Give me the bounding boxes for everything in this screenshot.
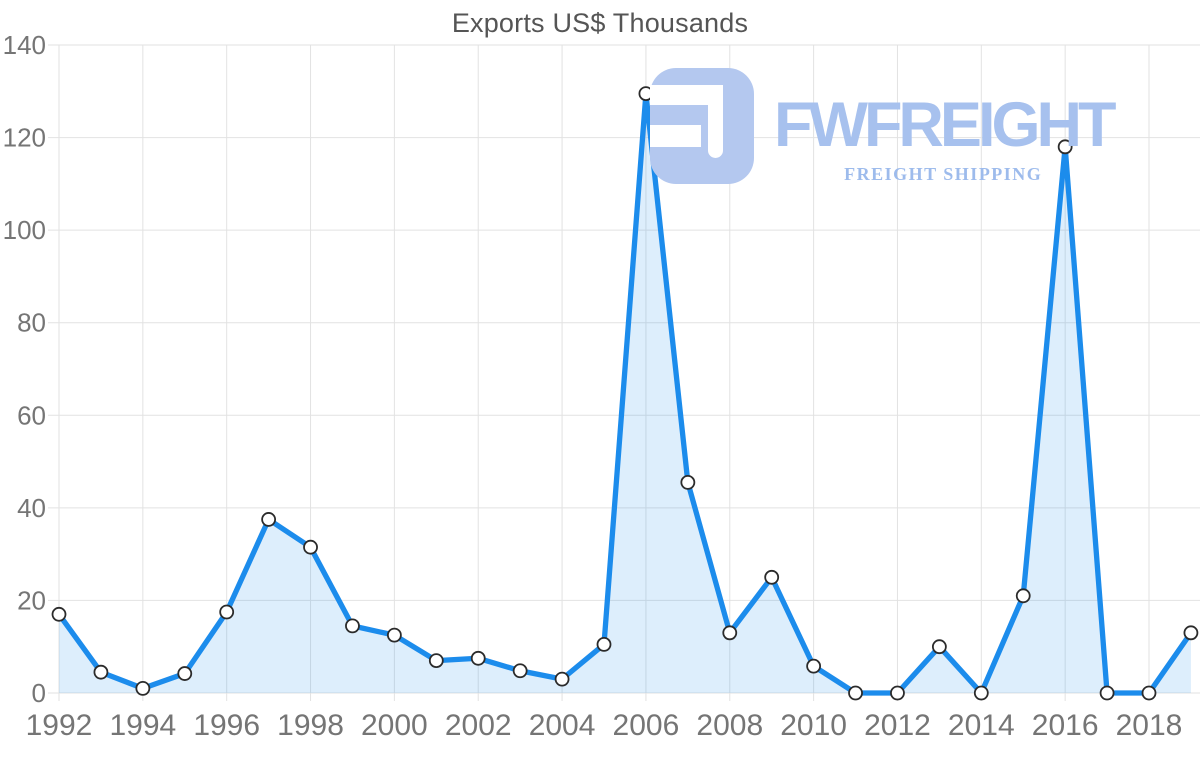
data-point <box>890 685 905 701</box>
data-point <box>303 539 318 555</box>
x-tick-label: 2004 <box>529 709 596 742</box>
data-point <box>51 606 67 622</box>
data-point <box>177 666 193 681</box>
data-point <box>764 569 780 585</box>
series-exports <box>56 90 1194 696</box>
data-point <box>722 625 738 641</box>
data-point <box>261 512 277 527</box>
x-tick-label: 2008 <box>696 709 763 742</box>
x-tick-label: 1994 <box>109 709 176 742</box>
y-tick-label: 60 <box>17 400 46 430</box>
gridlines <box>48 44 1200 701</box>
data-point <box>1057 139 1073 155</box>
chart-title: Exports US$ Thousands <box>451 8 749 38</box>
data-point <box>806 658 822 674</box>
x-tick-label: 2012 <box>864 709 931 742</box>
data-point-markers <box>51 86 1199 701</box>
x-tick-label: 2010 <box>780 709 847 742</box>
data-point <box>1015 588 1031 604</box>
x-tick-label: 1998 <box>277 709 344 742</box>
data-point <box>428 653 444 668</box>
y-tick-label: 20 <box>17 585 46 615</box>
series-line <box>56 90 1194 696</box>
data-point <box>973 685 989 701</box>
y-tick-label: 120 <box>3 123 46 153</box>
data-point <box>680 474 696 490</box>
data-point <box>93 664 109 680</box>
data-point <box>554 671 570 687</box>
y-tick-label: 140 <box>3 30 46 60</box>
y-tick-label: 100 <box>3 215 46 245</box>
data-point <box>1183 625 1199 641</box>
y-tick-label: 80 <box>17 308 46 338</box>
x-tick-label: 2014 <box>948 709 1015 742</box>
data-point <box>931 639 947 655</box>
y-tick-label: 40 <box>17 493 46 523</box>
data-point <box>386 627 402 643</box>
x-tick-label: 2006 <box>613 709 680 742</box>
data-point <box>848 685 863 701</box>
x-tick-label: 2002 <box>445 709 512 742</box>
y-tick-label: 0 <box>32 678 46 708</box>
data-point <box>1099 685 1115 701</box>
x-tick-label: 1992 <box>26 709 93 742</box>
data-point <box>512 663 528 679</box>
data-point <box>470 650 486 666</box>
data-point <box>219 604 235 620</box>
data-point <box>1141 685 1157 701</box>
x-tick-label: 1996 <box>193 709 260 742</box>
axis-tick-labels: 0 20 40 60 80 100 120 140 1992 1994 1996 1998 2000 20… <box>3 30 1183 742</box>
x-tick-label: 2000 <box>361 709 428 742</box>
x-tick-label: 2016 <box>1032 709 1099 742</box>
data-point <box>638 86 654 101</box>
data-point <box>345 618 360 634</box>
data-point <box>596 637 612 652</box>
x-tick-label: 2018 <box>1116 709 1183 742</box>
data-point <box>135 680 151 696</box>
